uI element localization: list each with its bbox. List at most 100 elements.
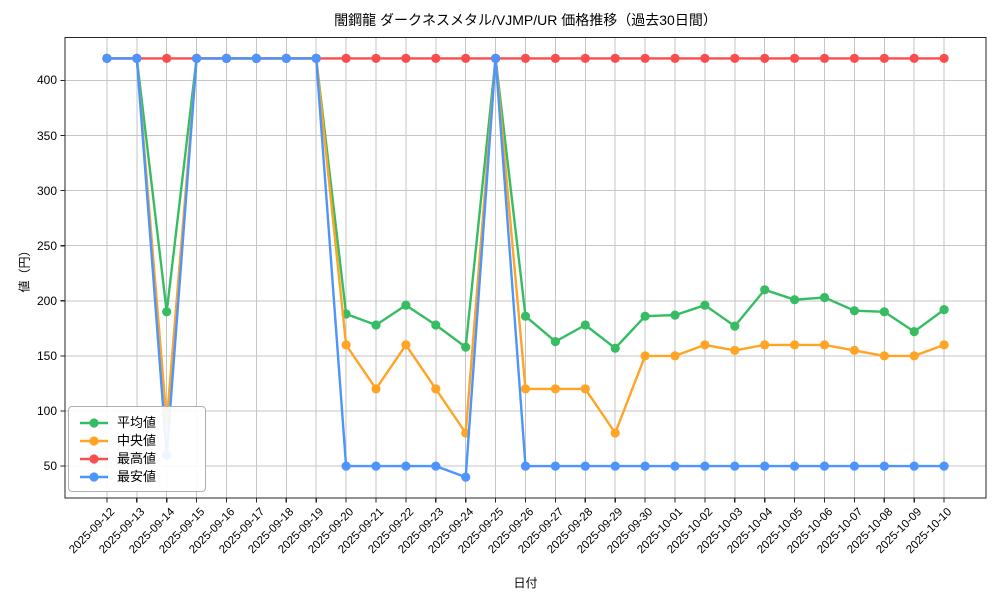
marker-avg	[431, 320, 441, 330]
legend-swatch-median	[80, 436, 108, 446]
gridlines	[65, 37, 986, 498]
marker-min	[909, 461, 919, 471]
marker-median	[730, 345, 740, 355]
marker-avg	[849, 306, 860, 316]
y-tick-label: 200	[36, 293, 57, 308]
legend-label-median: 中央値	[117, 433, 157, 448]
marker-max	[909, 53, 919, 64]
marker-median	[371, 384, 381, 394]
marker-min	[610, 461, 620, 471]
marker-median	[700, 340, 710, 350]
marker-min	[281, 53, 291, 64]
marker-max	[939, 53, 949, 64]
marker-median	[341, 340, 351, 350]
marker-avg	[162, 307, 172, 317]
chart-title: 闇鋼龍 ダークネスメタル/VJMP/UR 価格推移（過去30日間）	[334, 12, 717, 28]
y-tick-label: 300	[36, 183, 57, 198]
marker-median	[550, 384, 561, 394]
marker-avg	[550, 337, 561, 347]
series-min	[102, 53, 949, 482]
marker-median	[939, 340, 949, 350]
marker-max	[790, 53, 800, 64]
marker-avg	[730, 321, 740, 331]
marker-min	[849, 461, 860, 471]
marker-min	[790, 461, 800, 471]
marker-avg	[939, 305, 949, 315]
marker-max	[700, 53, 710, 64]
marker-max	[610, 53, 620, 64]
marker-max	[431, 53, 441, 64]
marker-min	[401, 461, 411, 471]
legend-swatch-max	[80, 454, 108, 464]
marker-max	[341, 53, 351, 64]
marker-avg	[700, 300, 710, 310]
marker-median	[610, 428, 620, 438]
y-tick-label: 100	[36, 403, 57, 418]
marker-median	[580, 384, 590, 394]
marker-min	[461, 472, 471, 482]
marker-min	[341, 461, 351, 471]
marker-max	[879, 53, 889, 64]
marker-avg	[819, 292, 830, 303]
legend-item-max: 最高値	[79, 450, 195, 468]
marker-avg	[909, 327, 919, 337]
marker-median	[401, 340, 411, 350]
marker-min	[491, 53, 501, 64]
marker-min	[879, 461, 889, 471]
marker-avg	[610, 343, 620, 353]
legend-item-median: 中央値	[79, 432, 195, 450]
marker-avg	[879, 307, 889, 317]
marker-max	[760, 53, 770, 64]
marker-min	[431, 461, 441, 471]
marker-max	[162, 53, 172, 64]
x-axis-label: 日付	[513, 576, 538, 590]
marker-avg	[640, 311, 650, 321]
marker-min	[550, 461, 561, 471]
legend: 平均値中央値最高値最安値	[68, 406, 206, 492]
marker-avg	[760, 285, 770, 295]
marker-avg	[461, 342, 471, 352]
marker-min	[102, 53, 112, 64]
marker-median	[760, 340, 770, 350]
marker-min	[371, 461, 381, 471]
marker-max	[520, 53, 531, 64]
legend-label-max: 最高値	[117, 451, 157, 466]
legend-item-avg: 平均値	[79, 414, 195, 432]
marker-min	[580, 461, 590, 471]
marker-median	[431, 384, 441, 394]
marker-min	[221, 53, 232, 64]
marker-max	[730, 53, 740, 64]
marker-median	[819, 340, 830, 350]
y-tick-label: 350	[36, 128, 57, 143]
y-tick-label: 150	[36, 348, 57, 363]
marker-max	[461, 53, 471, 64]
marker-min	[700, 461, 710, 471]
marker-avg	[371, 320, 381, 330]
y-tick-label: 50	[43, 459, 57, 474]
marker-median	[909, 351, 919, 361]
marker-min	[311, 53, 321, 64]
marker-min	[939, 461, 949, 471]
marker-min	[192, 53, 202, 64]
legend-label-min: 最安値	[117, 469, 157, 484]
marker-avg	[580, 320, 590, 330]
marker-median	[879, 351, 889, 361]
marker-median	[670, 351, 680, 361]
marker-max	[849, 53, 860, 64]
marker-max	[819, 53, 830, 64]
legend-label-avg: 平均値	[117, 415, 157, 430]
y-tick-label: 250	[36, 238, 57, 253]
legend-item-min: 最安値	[79, 468, 195, 486]
marker-max	[640, 53, 650, 64]
marker-avg	[790, 295, 800, 305]
marker-min	[520, 461, 531, 471]
legend-swatch-min	[80, 472, 108, 482]
marker-median	[790, 340, 800, 350]
marker-median	[520, 384, 531, 394]
marker-min	[251, 53, 261, 64]
marker-max	[670, 53, 680, 64]
marker-max	[550, 53, 561, 64]
marker-min	[819, 461, 830, 471]
marker-min	[760, 461, 770, 471]
